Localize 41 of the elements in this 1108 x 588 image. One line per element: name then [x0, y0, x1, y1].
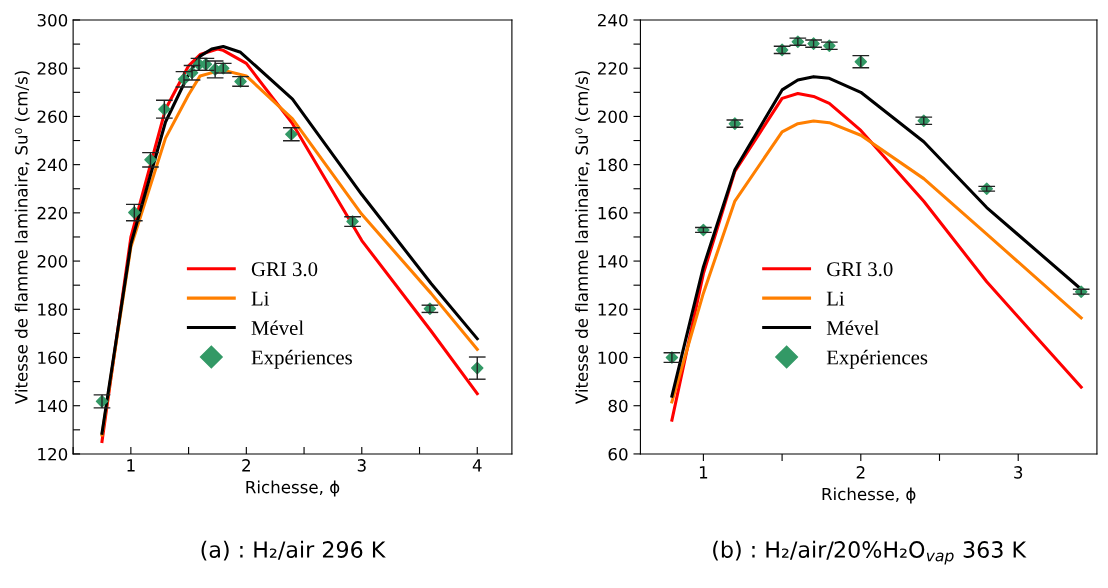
- y-tick-label: 240: [37, 158, 68, 172]
- legend-label: Mével: [826, 320, 879, 336]
- legend-label: GRI 3.0: [827, 262, 893, 277]
- x-tick-label: 1: [699, 466, 708, 479]
- legend-label: GRI 3.0: [251, 262, 318, 277]
- x-tick-label: 4: [472, 459, 482, 472]
- legend-label: Expériences: [826, 349, 928, 369]
- y-tick-label: 160: [598, 206, 628, 220]
- x-axis-title: Richesse, ϕ: [822, 487, 916, 504]
- y-tick-label: 60: [608, 447, 628, 461]
- y-tick-label: 180: [598, 158, 628, 172]
- y-tick-label: 100: [598, 351, 628, 365]
- y-tick-label: 220: [598, 62, 628, 75]
- y-tick-label: 240: [598, 13, 628, 27]
- legend-label: Mével: [251, 320, 304, 336]
- y-tick-label: 140: [38, 399, 68, 413]
- y-tick-label: 200: [37, 255, 68, 268]
- x-axis-title: Richesse, ϕ: [246, 480, 340, 497]
- y-tick-label: 120: [38, 447, 68, 461]
- text: (b) : H₂/air/20%H₂O$_{vap}$ 363 K: [713, 540, 1027, 565]
- y-tick-label: 220: [37, 206, 68, 220]
- y-tick-label: 140: [598, 255, 628, 268]
- y-tick-label: 160: [38, 351, 68, 365]
- y-tick-label: 180: [38, 303, 68, 316]
- y-tick-label: 280: [37, 62, 68, 75]
- y-axis-title: Vitesse de flamme laminaire, Su⁰ (cm/s): [14, 71, 30, 405]
- y-tick-label: 300: [37, 13, 68, 27]
- x-tick-label: 1: [127, 459, 135, 472]
- text: (a) : H₂/air 296 K: [201, 540, 386, 561]
- y-tick-label: 120: [598, 303, 628, 316]
- x-tick-label: 3: [357, 459, 366, 472]
- y-tick-label: 80: [608, 399, 628, 413]
- legend-label: Li: [826, 291, 845, 306]
- legend-label: Li: [251, 291, 270, 306]
- x-tick-label: 2: [242, 459, 250, 472]
- x-tick-label: 2: [856, 466, 865, 479]
- y-tick-label: 200: [598, 110, 628, 123]
- legend-label: Expériences: [251, 349, 352, 369]
- y-tick-label: 260: [37, 110, 68, 123]
- x-tick-label: 3: [1014, 466, 1023, 479]
- y-axis-title: Vitesse de flamme laminaire, Su⁰ (cm/s): [575, 71, 590, 405]
